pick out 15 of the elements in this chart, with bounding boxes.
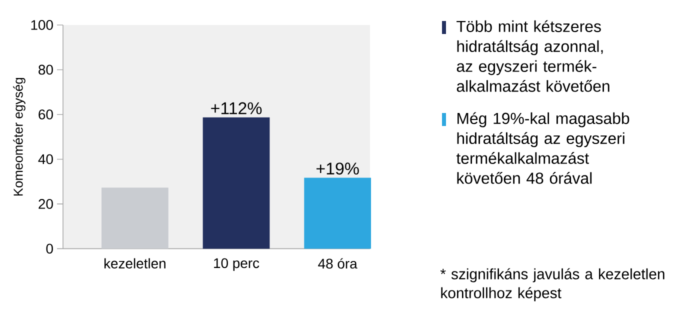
- y-tick-label: 20: [38, 199, 53, 209]
- x-tick-label: 10 perc: [214, 258, 260, 271]
- annotation: +112%: [211, 102, 262, 114]
- x-tick-label: kezeletlen: [104, 258, 166, 268]
- y-tick-label: 40: [38, 154, 53, 164]
- y-tick-label: 100: [31, 20, 53, 30]
- y-axis-title: Komeométer egység: [13, 78, 26, 196]
- legend-label: Több mint kétszeres hidratáltság azonnal, az egyszeri termék-alkalmazást követően: [456, 20, 610, 92]
- text: * szignifikáns javulás a kezeletlen kontrollhoz képest: [440, 268, 664, 302]
- y-tick-label: 60: [38, 110, 53, 120]
- y-tick-label: 80: [38, 64, 53, 75]
- y-tick-label: 0: [46, 244, 53, 254]
- x-tick-label: 48 óra: [318, 258, 358, 269]
- annotation: +19%: [316, 162, 359, 175]
- legend-label: Még 19%-kal magasabb hidratáltság az egyszeri termékalkalmazást követően 48 órával: [456, 112, 630, 184]
